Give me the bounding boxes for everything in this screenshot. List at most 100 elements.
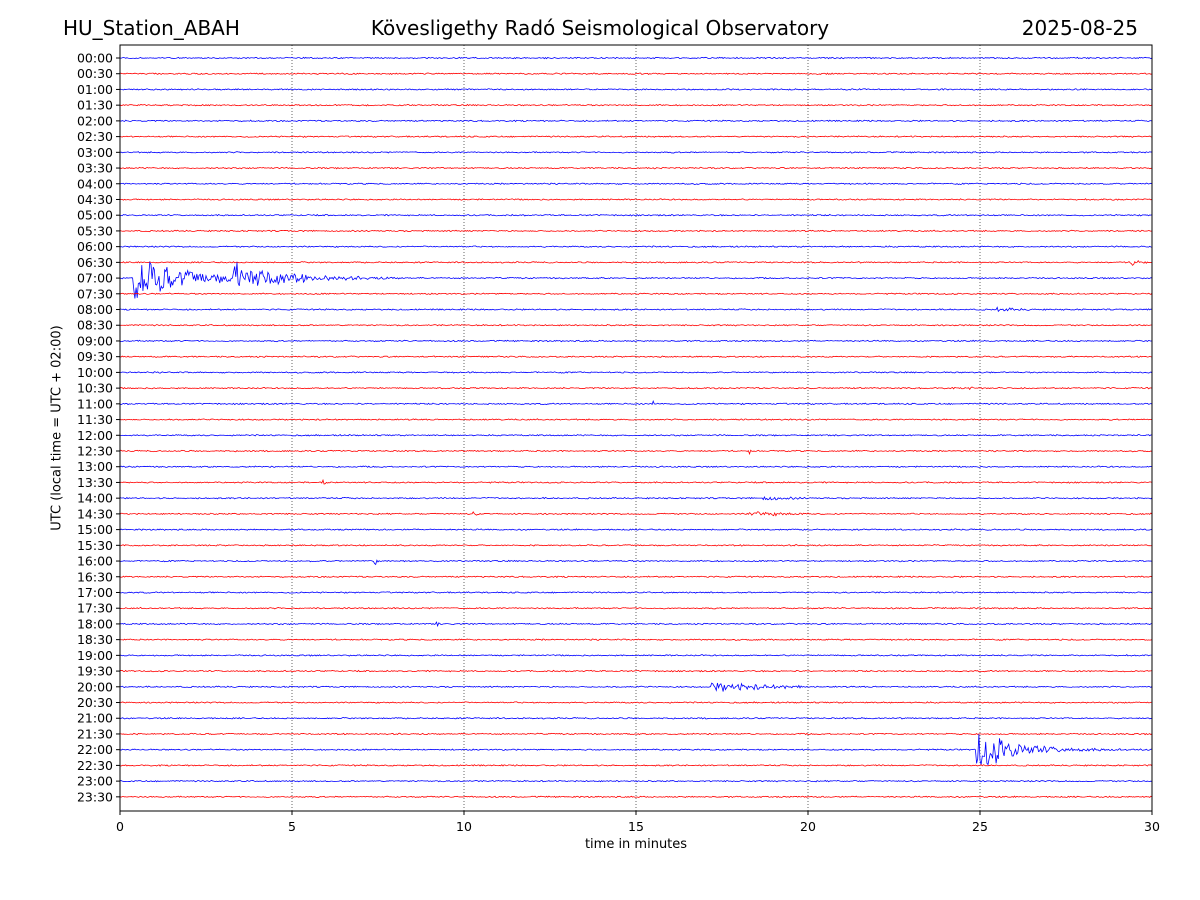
trace-04:30 [119, 198, 1153, 201]
x-tick-label: 30 [1144, 819, 1160, 834]
trace-07:00 [119, 261, 1153, 299]
y-tick-label: 08:30 [77, 318, 113, 333]
y-tick-label: 06:30 [77, 255, 113, 270]
x-tick-label: 15 [628, 819, 644, 834]
y-tick-label: 16:00 [77, 554, 113, 569]
y-tick-label: 12:00 [77, 428, 113, 443]
y-tick-label: 01:30 [77, 98, 113, 113]
x-tick-label: 0 [116, 819, 124, 834]
trace-17:30 [119, 606, 1153, 610]
y-axis-label: UTC (local time = UTC + 02:00) [49, 325, 65, 531]
y-tick-label: 03:30 [77, 161, 113, 176]
trace-16:30 [119, 575, 1153, 579]
x-tick-label: 20 [800, 819, 816, 834]
trace-03:30 [119, 166, 1153, 170]
trace-06:30 [119, 259, 1153, 266]
y-tick-label: 11:30 [77, 412, 113, 427]
y-tick-label: 15:00 [77, 522, 113, 537]
trace-05:00 [119, 213, 1153, 217]
y-tick-label: 23:00 [77, 774, 113, 789]
station-name: HU_Station_ABAH [63, 16, 240, 40]
y-tick-label: 15:30 [77, 538, 113, 553]
trace-01:00 [119, 88, 1153, 91]
y-tick-label: 10:30 [77, 381, 113, 396]
trace-23:30 [119, 795, 1153, 799]
y-tick-label: 23:30 [77, 789, 113, 804]
y-tick-label: 01:00 [77, 82, 113, 97]
trace-00:30 [119, 72, 1153, 75]
y-tick-label: 11:00 [77, 396, 113, 411]
y-tick-label: 06:00 [77, 239, 113, 254]
y-tick-label: 02:30 [77, 129, 113, 144]
trace-21:00 [119, 716, 1153, 720]
chart-date: 2025-08-25 [1021, 16, 1138, 40]
y-tick-label: 17:00 [77, 585, 113, 600]
trace-01:30 [119, 103, 1153, 107]
trace-03:00 [119, 151, 1153, 154]
trace-19:00 [119, 654, 1153, 657]
trace-06:00 [119, 245, 1153, 248]
trace-14:00 [119, 495, 1153, 501]
trace-10:30 [119, 386, 1153, 391]
y-tick-label: 19:30 [77, 664, 113, 679]
y-tick-label: 08:00 [77, 302, 113, 317]
y-tick-label: 13:00 [77, 459, 113, 474]
trace-07:30 [119, 292, 1153, 296]
trace-12:00 [119, 433, 1153, 437]
trace-16:00 [119, 559, 1153, 566]
trace-10:00 [119, 371, 1153, 374]
y-tick-label: 14:30 [77, 506, 113, 521]
trace-21:30 [119, 732, 1153, 736]
trace-00:00 [119, 56, 1153, 60]
trace-22:30 [119, 764, 1153, 767]
trace-15:00 [119, 528, 1153, 531]
y-tick-label: 13:30 [77, 475, 113, 490]
x-tick-label: 10 [456, 819, 472, 834]
trace-13:30 [119, 478, 1153, 485]
y-tick-label: 12:30 [77, 444, 113, 459]
trace-12:30 [119, 449, 1153, 456]
trace-19:30 [119, 669, 1153, 673]
trace-17:00 [119, 591, 1153, 594]
y-tick-label: 07:30 [77, 286, 113, 301]
trace-08:00 [119, 306, 1153, 313]
y-tick-label: 04:00 [77, 176, 113, 191]
trace-18:00 [119, 621, 1153, 628]
y-tick-label: 09:00 [77, 333, 113, 348]
trace-15:30 [119, 544, 1153, 547]
y-tick-label: 21:00 [77, 711, 113, 726]
y-tick-label: 04:30 [77, 192, 113, 207]
y-tick-label: 00:00 [77, 51, 113, 66]
trace-18:30 [119, 638, 1153, 641]
y-tick-label: 21:30 [77, 726, 113, 741]
trace-04:00 [119, 182, 1153, 185]
trace-20:30 [119, 701, 1153, 704]
y-tick-label: 07:00 [77, 271, 113, 286]
y-tick-label: 03:00 [77, 145, 113, 160]
y-tick-label: 02:00 [77, 113, 113, 128]
y-tick-label: 18:30 [77, 632, 113, 647]
y-tick-label: 22:30 [77, 758, 113, 773]
y-tick-label: 20:00 [77, 679, 113, 694]
chart-title: Kövesligethy Radó Seismological Observat… [370, 16, 830, 40]
y-tick-label: 18:00 [77, 616, 113, 631]
trace-11:00 [119, 400, 1153, 406]
x-axis-label: time in minutes [584, 837, 688, 852]
trace-09:30 [119, 355, 1153, 358]
trace-11:30 [119, 418, 1153, 421]
y-tick-label: 05:00 [77, 208, 113, 223]
trace-02:30 [119, 135, 1153, 138]
y-tick-label: 17:30 [77, 601, 113, 616]
x-tick-label: 5 [288, 819, 296, 834]
trace-23:00 [119, 779, 1153, 783]
trace-02:00 [119, 119, 1153, 123]
y-tick-label: 19:00 [77, 648, 113, 663]
trace-20:00 [119, 682, 1153, 692]
y-tick-label: 00:30 [77, 66, 113, 81]
y-tick-label: 10:00 [77, 365, 113, 380]
x-tick-label: 25 [972, 819, 988, 834]
trace-13:00 [119, 465, 1153, 469]
y-tick-label: 20:30 [77, 695, 113, 710]
trace-08:30 [119, 323, 1153, 327]
y-tick-label: 09:30 [77, 349, 113, 364]
